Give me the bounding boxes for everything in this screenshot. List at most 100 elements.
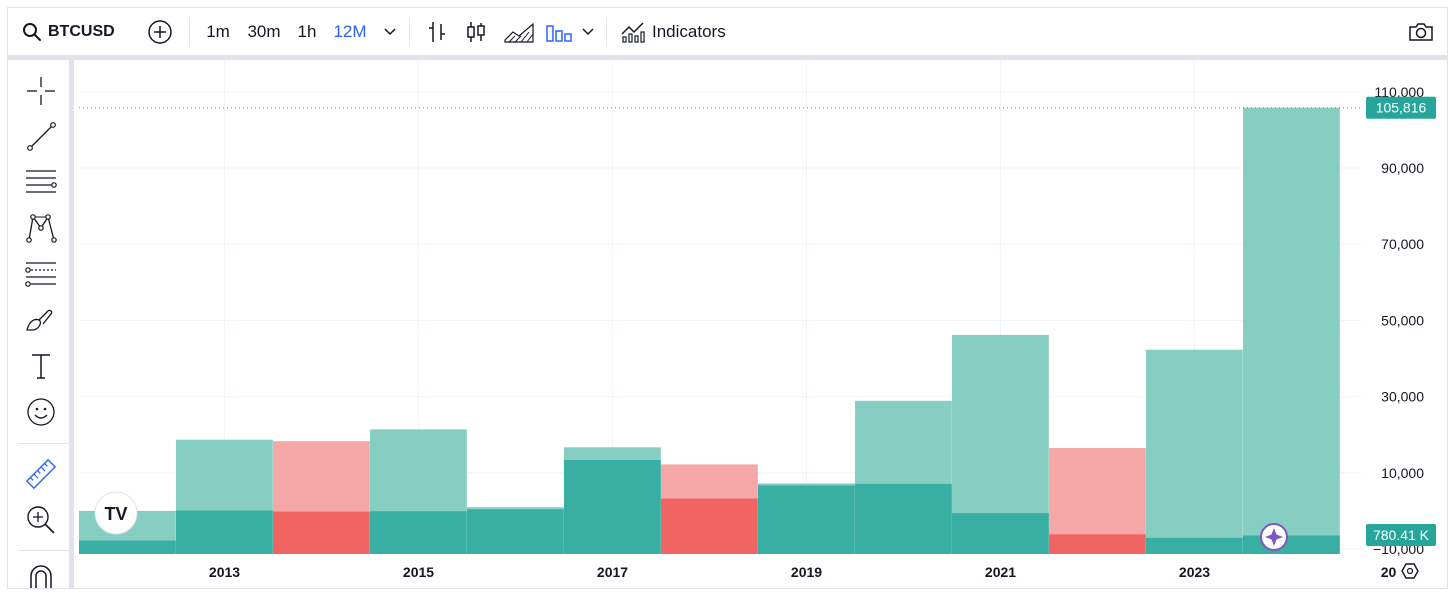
x-tick-label: 2013 — [209, 564, 240, 580]
chart-style-dropdown-button[interactable] — [578, 19, 598, 45]
ruler-icon — [25, 458, 57, 490]
tradingview-logo[interactable]: TV — [94, 491, 138, 535]
volume-bars-overlay — [79, 460, 1340, 554]
tradingview-logo-text: TV — [104, 504, 127, 524]
interval-12m[interactable]: 12M — [329, 19, 371, 45]
volume-bar — [176, 510, 273, 554]
toolbar-separator — [8, 55, 1447, 60]
camera-icon — [1409, 23, 1433, 41]
price-axis[interactable]: 110,00090,00070,00050,00030,00010,000−10… — [1373, 84, 1424, 557]
zoom-in-tool[interactable] — [24, 503, 58, 537]
price-bar — [1146, 349, 1243, 554]
brush-icon — [26, 309, 53, 331]
settings-button[interactable] — [1401, 563, 1419, 579]
y-tick-label: 30,000 — [1381, 389, 1424, 405]
ruler-tool[interactable] — [24, 457, 58, 491]
volume-label: 780.41 K — [1366, 524, 1436, 546]
toolbar-divider — [189, 18, 190, 46]
volume-bar — [952, 513, 1049, 554]
text-icon — [32, 354, 50, 379]
chevron-down-icon — [582, 28, 594, 36]
pattern-icon — [26, 214, 57, 243]
horizontal-lines-tool[interactable] — [24, 165, 58, 199]
sparkle-icon — [1265, 528, 1283, 546]
trend-line-tool[interactable] — [24, 119, 58, 153]
add-symbol-button[interactable] — [145, 19, 175, 45]
y-tick-label: 50,000 — [1381, 312, 1424, 328]
volume-bar — [1146, 537, 1243, 554]
crosshair-icon — [27, 77, 55, 105]
indicators-button[interactable]: Indicators — [620, 19, 726, 45]
last-price-label-bg — [1366, 96, 1436, 119]
snapshot-button[interactable] — [1406, 19, 1436, 45]
volume-bar — [758, 485, 855, 554]
trend-line-icon — [27, 122, 56, 151]
symbol-search[interactable]: BTCUSD — [22, 20, 115, 44]
price-chart[interactable]: 110,00090,00070,00050,00030,00010,000−10… — [79, 60, 1447, 588]
area-style-button[interactable] — [503, 19, 535, 45]
x-tick-label: 2019 — [791, 564, 822, 580]
chart-area[interactable]: 110,000 90,000 70,000 50,000 30,000 10,000 −10… — [79, 60, 1447, 588]
interval-30m[interactable]: 30m — [242, 19, 286, 45]
magnet-tool[interactable] — [24, 560, 58, 588]
columns-style-icon — [546, 25, 572, 42]
add-symbol-icon — [148, 20, 172, 44]
interval-30m-label: 30m — [247, 22, 281, 41]
logo-badge — [94, 491, 138, 535]
price-bars — [79, 107, 1340, 555]
toolbar-divider — [18, 550, 70, 551]
brush-tool[interactable] — [24, 303, 58, 337]
interval-dropdown-button[interactable] — [380, 19, 400, 45]
toolbar-divider — [409, 18, 410, 46]
volume-bar — [79, 540, 176, 554]
fib-retracement-tool[interactable] — [24, 257, 58, 291]
volume-bar — [661, 498, 758, 554]
x-tick-label: 2015 — [403, 564, 434, 580]
bar-chart-style-button[interactable] — [424, 19, 450, 45]
y-tick-label: 10,000 — [1381, 465, 1424, 481]
x-tick-label: 2023 — [1179, 564, 1210, 580]
indicators-icon — [621, 22, 645, 43]
volume-bar — [467, 509, 564, 554]
ai-assistant-button[interactable] — [1260, 523, 1288, 551]
last-price-label: 105,816 — [1366, 96, 1436, 119]
text-tool[interactable] — [24, 349, 58, 383]
candles-style-button[interactable] — [463, 19, 489, 45]
interval-12m-label: 12M — [333, 22, 367, 41]
interval-1m-label: 1m — [206, 22, 230, 41]
toolbar-divider — [18, 443, 70, 444]
volume-label-bg — [1366, 524, 1436, 546]
volume-value: 780.41 K — [1373, 527, 1430, 543]
x-tick-label: 2017 — [597, 564, 628, 580]
time-axis[interactable]: 2013 2015 2017 2019 2021 2023 20 — [209, 564, 1397, 580]
zoom-in-icon — [27, 506, 55, 534]
search-icon — [23, 23, 41, 41]
x-tick-label: 2021 — [985, 564, 1016, 580]
y-tick-label: 90,000 — [1381, 160, 1424, 176]
indicators-label: Indicators — [652, 22, 726, 41]
pattern-tool[interactable] — [24, 211, 58, 245]
chevron-down-icon — [384, 28, 396, 36]
horizontal-lines-icon — [26, 170, 57, 193]
volume-bar — [1049, 534, 1146, 554]
volume-bar — [273, 511, 370, 554]
interval-1h[interactable]: 1h — [292, 19, 322, 45]
settings-icon-center — [1406, 567, 1414, 575]
emoji-tool[interactable] — [24, 395, 58, 429]
bar-chart-style-icon — [429, 22, 445, 42]
interval-1m[interactable]: 1m — [201, 19, 235, 45]
last-price-value: 105,816 — [1376, 100, 1427, 116]
volume-bar — [855, 483, 952, 554]
symbol-name: BTCUSD — [48, 23, 115, 40]
y-tick-label: 110,000 — [1374, 84, 1424, 100]
drawing-toolbar — [8, 60, 74, 588]
price-bar — [1243, 107, 1340, 555]
columns-style-button[interactable] — [544, 19, 574, 45]
emoji-icon — [27, 398, 55, 426]
interval-1h-label: 1h — [297, 22, 317, 41]
toolbar-divider — [606, 18, 607, 46]
x-tick-label: 20 — [1381, 564, 1397, 580]
volume-bar — [564, 460, 661, 554]
settings-icon — [1401, 563, 1419, 579]
crosshair-tool[interactable] — [24, 74, 58, 108]
